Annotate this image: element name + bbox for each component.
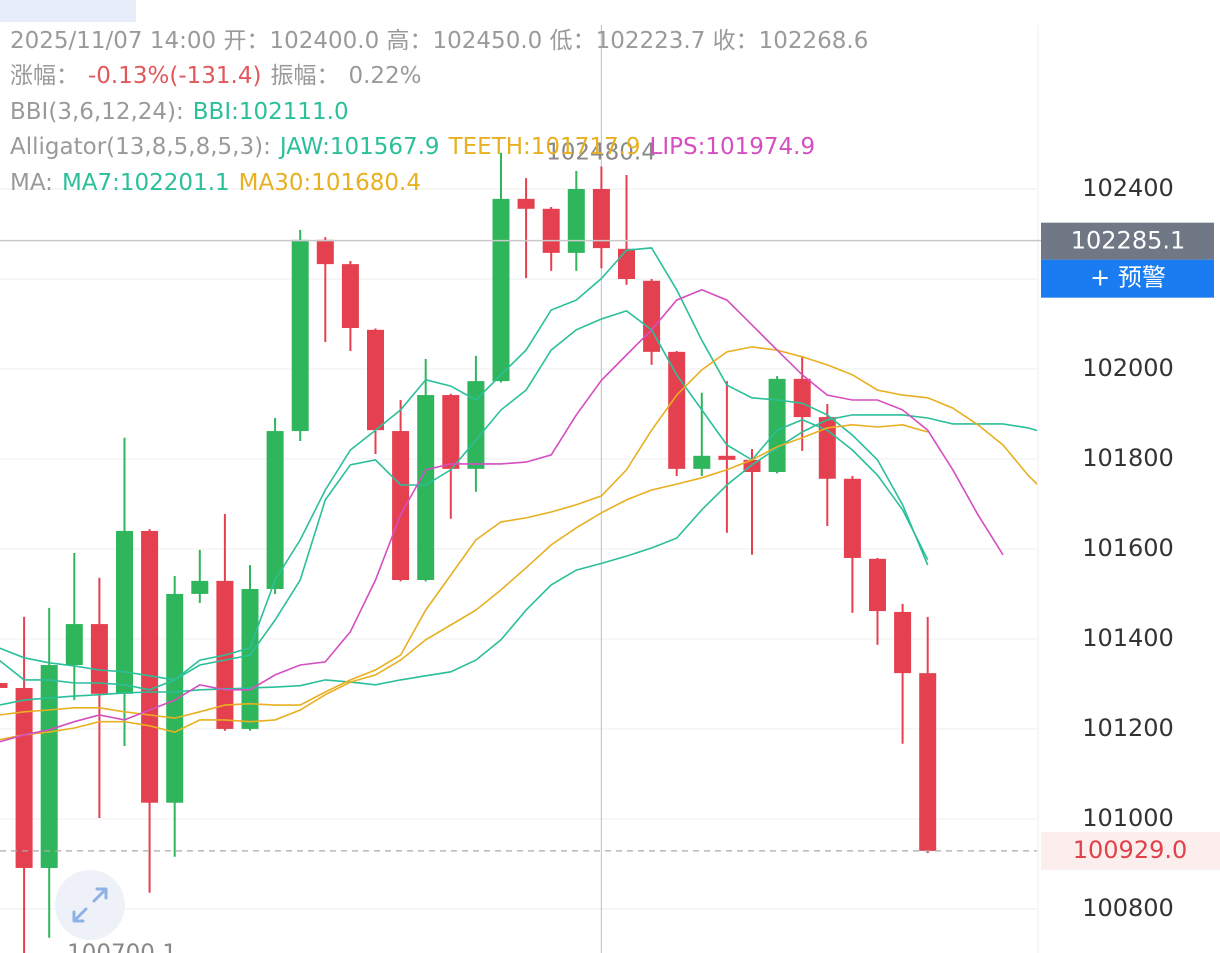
header-text: LIPS:101974.9 [649, 134, 816, 161]
candle-body [919, 673, 937, 851]
tab [0, 0, 136, 22]
indicator-line [0, 310, 929, 691]
crosshair-price-label: 102285.1 [1071, 227, 1186, 255]
candle-body [417, 395, 435, 580]
header-text: BBI(3,6,12,24): [10, 98, 184, 125]
y-tick-label: 102400 [1082, 174, 1174, 202]
high-label: 102480.4 [546, 139, 656, 165]
candle-body [442, 395, 460, 469]
y-tick-label: 101200 [1082, 714, 1174, 742]
header-line: BBI(3,6,12,24): BBI:102111.0 [10, 95, 868, 130]
crosshair-price-box [1041, 222, 1214, 260]
candle-body [592, 188, 610, 249]
header-line: Alligator(13,8,5,8,5,3): JAW:101567.9 TEET… [10, 130, 868, 165]
header-text: Alligator(13,8,5,8,5,3): [10, 134, 271, 161]
candle-body [793, 378, 811, 418]
candle-body [392, 431, 410, 580]
y-tick-label: 102000 [1082, 354, 1174, 382]
candle-body [693, 455, 711, 469]
candle-body [266, 431, 284, 589]
candle-body [65, 624, 83, 666]
candle-body [542, 208, 560, 253]
candle-body [894, 611, 912, 674]
header-text: TEETH:101717.9 [448, 134, 641, 161]
candle-body [241, 588, 259, 729]
header-text: MA7:102201.1 [61, 169, 230, 196]
indicator-line [0, 423, 928, 741]
header-text: 振幅： [270, 63, 340, 90]
candle-body [668, 351, 686, 469]
candle-body [166, 593, 184, 803]
candle-body [15, 687, 33, 868]
candle-body [90, 624, 108, 694]
candle-body [341, 264, 359, 329]
last-price-label: 100929.0 [1073, 836, 1188, 864]
indicator-header: 2025/11/07 14:00 开：102400.0 高：102450.0 低… [10, 24, 868, 201]
header-text: JAW:101567.9 [279, 134, 440, 161]
candle-body [141, 530, 159, 803]
candle-body [467, 381, 485, 469]
alert-button-label[interactable]: + 预警 [1090, 264, 1166, 292]
candle-body [316, 239, 334, 265]
header-line: 2025/11/07 14:00 开：102400.0 高：102450.0 低… [10, 24, 868, 59]
plot-area [0, 25, 1037, 953]
indicator-line [0, 247, 929, 681]
header-line: 涨幅： -0.13%(-131.4) 振幅： 0.22% [10, 59, 868, 94]
candle-body [367, 329, 384, 431]
header-text: 涨幅： [10, 63, 79, 90]
low-label: 100700.1 [67, 940, 177, 953]
header-text: BBI:102111.0 [192, 98, 349, 125]
header-text: -0.13%(-131.4) [88, 63, 262, 90]
candle-body [116, 530, 133, 694]
candle-body [818, 417, 836, 479]
indicator-line [0, 414, 1037, 706]
candle-body [768, 378, 786, 473]
header-text: MA30:101680.4 [238, 169, 421, 196]
candle-body [869, 558, 886, 612]
candle-body [567, 188, 585, 253]
y-tick-label: 101800 [1082, 444, 1174, 472]
candle-body [291, 239, 309, 432]
y-tick-label: 101400 [1082, 624, 1174, 652]
header-text: 0.22% [348, 63, 422, 90]
candle-body [718, 455, 736, 460]
y-tick-label: 101600 [1082, 534, 1174, 562]
candle-body [191, 580, 209, 594]
alert-button[interactable] [1041, 259, 1214, 298]
y-tick-label: 100800 [1082, 894, 1174, 922]
header-text: MA: [10, 169, 53, 196]
header-line: MA: MA7:102201.1 MA30:101680.4 [10, 166, 868, 201]
candle-body [618, 248, 635, 279]
candle-body [517, 198, 535, 209]
y-tick-label: 101000 [1082, 804, 1174, 832]
candle-body [0, 683, 8, 688]
last-price-box [1041, 831, 1220, 870]
indicator-line [0, 346, 1037, 719]
header-text: 2025/11/07 14:00 开：102400.0 高：102450.0 低… [10, 28, 869, 54]
indicator-line [0, 288, 1004, 743]
candle-body [843, 478, 861, 558]
candle-body [492, 198, 510, 382]
candle-body [40, 665, 58, 868]
expand-icon[interactable] [55, 870, 125, 940]
